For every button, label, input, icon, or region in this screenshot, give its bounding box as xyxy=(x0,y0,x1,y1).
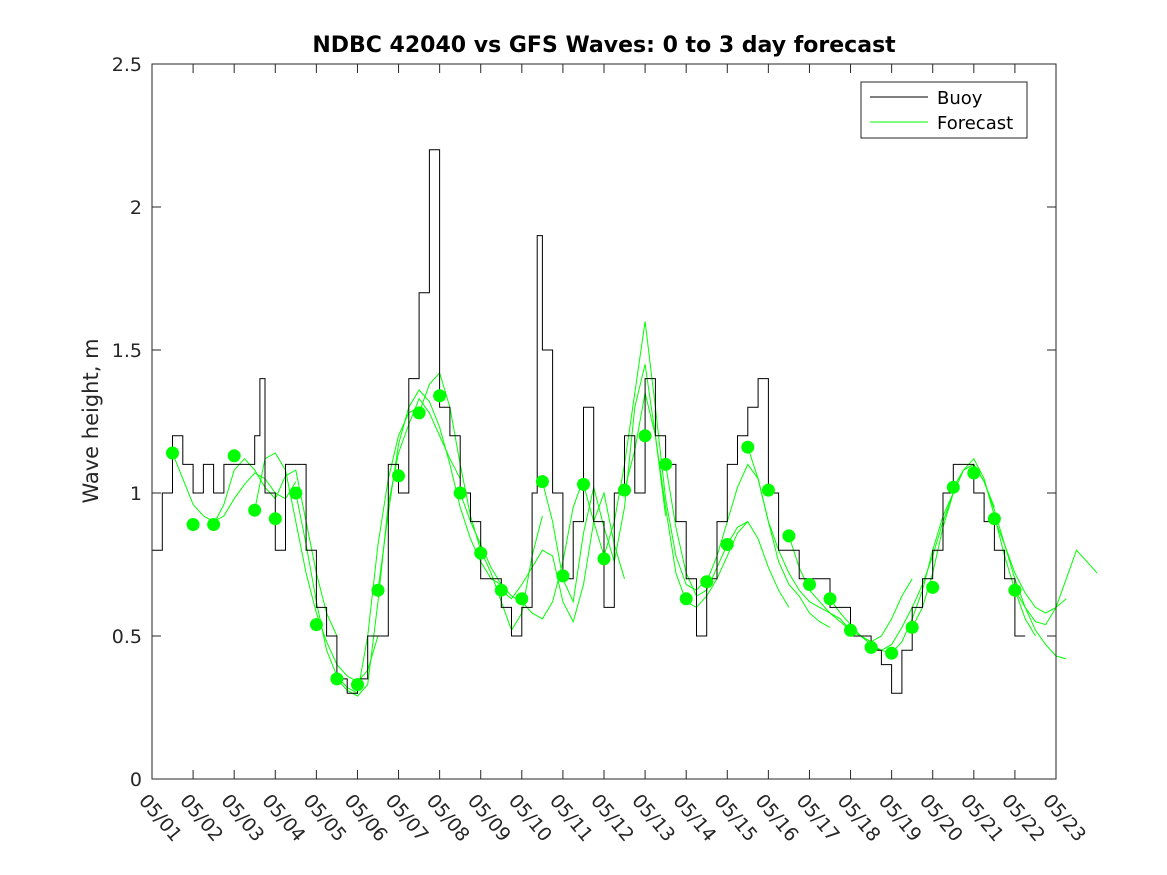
forecast-marker-27 xyxy=(720,538,734,551)
forecast-marker-22 xyxy=(618,483,631,497)
forecast-run-line-19 xyxy=(952,463,1067,660)
forecast-marker-11 xyxy=(392,469,405,483)
forecast-run-line-21 xyxy=(1014,589,1067,626)
forecast-marker-5 xyxy=(268,512,282,526)
forecast-marker-4 xyxy=(248,503,262,517)
forecast-marker-33 xyxy=(844,623,857,637)
forecast-marker-9 xyxy=(351,678,364,692)
chart-title: NDBC 42040 vs GFS Waves: 0 to 3 day fore… xyxy=(312,33,896,58)
forecast-marker-7 xyxy=(309,618,323,632)
forecast-marker-12 xyxy=(412,406,426,420)
forecast-marker-30 xyxy=(782,529,796,543)
buoy-line xyxy=(152,149,1026,694)
forecast-marker-16 xyxy=(494,583,508,597)
forecast-marker-29 xyxy=(761,483,775,497)
legend-forecast-label: Forecast xyxy=(937,113,1013,134)
forecast-marker-8 xyxy=(330,672,344,686)
forecast-marker-32 xyxy=(823,592,837,606)
y-tick-label-3: 1.5 xyxy=(112,340,142,362)
legend-box xyxy=(860,81,1028,139)
forecast-marker-38 xyxy=(946,480,960,494)
forecast-marker-23 xyxy=(638,429,652,443)
forecast-marker-3 xyxy=(227,449,241,463)
forecast-marker-15 xyxy=(474,546,488,560)
forecast-marker-21 xyxy=(597,552,611,566)
y-tick-label-1: 0.5 xyxy=(112,626,142,648)
y-tick-label-2: 1 xyxy=(130,483,142,505)
forecast-marker-41 xyxy=(1008,583,1022,597)
forecast-marker-34 xyxy=(864,640,878,654)
forecast-marker-40 xyxy=(987,512,1001,526)
y-tick-label-4: 2 xyxy=(130,197,142,219)
forecast-run-line-4 xyxy=(336,397,461,697)
forecast-marker-6 xyxy=(289,486,303,500)
forecast-marker-1 xyxy=(186,518,200,531)
legend-buoy-label: Buoy xyxy=(937,88,983,109)
y-tick-label-5: 2.5 xyxy=(112,54,142,76)
forecast-markers xyxy=(166,389,1022,692)
forecast-marker-17 xyxy=(515,592,529,606)
forecast-run-line-8 xyxy=(500,491,625,624)
forecast-marker-35 xyxy=(885,646,899,660)
forecast-marker-19 xyxy=(556,569,570,583)
forecast-marker-18 xyxy=(535,475,549,489)
legend: Buoy Forecast xyxy=(860,81,1028,139)
forecast-marker-25 xyxy=(679,592,693,606)
forecast-marker-39 xyxy=(967,466,981,480)
forecast-marker-13 xyxy=(433,389,447,403)
forecast-marker-20 xyxy=(577,477,590,491)
forecast-marker-14 xyxy=(453,486,467,500)
plot-area xyxy=(152,64,1056,779)
forecast-marker-24 xyxy=(659,457,673,471)
forecast-marker-0 xyxy=(166,446,179,460)
forecast-marker-26 xyxy=(700,575,714,589)
forecast-marker-37 xyxy=(926,580,940,594)
y-axis-label: Wave height, m xyxy=(79,338,103,503)
forecast-marker-31 xyxy=(803,578,816,591)
y-tick-label-0: 0 xyxy=(130,769,142,791)
y-axis: 0 0.5 1 1.5 2 2.5 xyxy=(112,54,1056,791)
forecast-marker-28 xyxy=(741,440,755,454)
forecast-marker-2 xyxy=(207,518,221,531)
forecast-marker-36 xyxy=(905,620,919,634)
forecast-marker-10 xyxy=(371,583,385,597)
buoy-series xyxy=(152,149,1026,694)
forecast-run-line-20 xyxy=(993,518,1098,614)
